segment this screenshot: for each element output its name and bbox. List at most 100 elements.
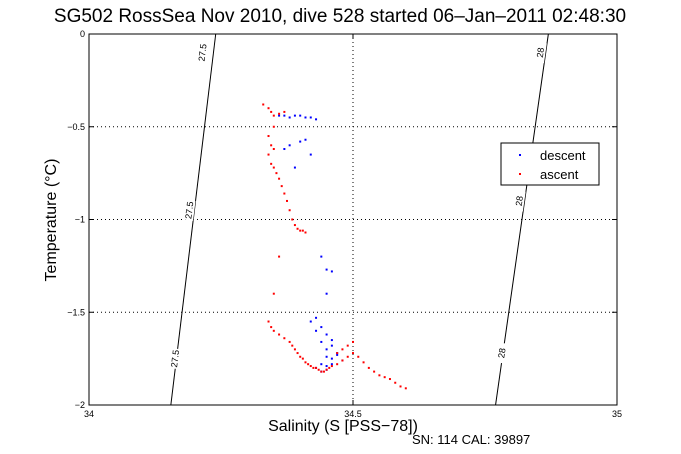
ascent-point bbox=[336, 352, 339, 355]
ascent-point bbox=[278, 333, 281, 336]
ascent-point bbox=[320, 370, 323, 373]
legend-box bbox=[500, 142, 600, 186]
ascent-point bbox=[280, 185, 283, 188]
ascent-point bbox=[272, 148, 275, 151]
descent-point bbox=[309, 153, 312, 156]
isopycnal-line bbox=[495, 33, 549, 406]
ascent-point bbox=[336, 363, 339, 366]
ascent-point bbox=[283, 192, 286, 195]
descent-point bbox=[299, 140, 302, 143]
ascent-point bbox=[262, 103, 265, 106]
density-contours: 27.5 27.5 27.5 28 28 28 bbox=[168, 33, 549, 406]
ascent-point bbox=[296, 352, 299, 355]
ascent-point bbox=[288, 209, 291, 212]
descent-point bbox=[330, 270, 333, 273]
descent-point bbox=[299, 114, 302, 117]
descent-point bbox=[309, 116, 312, 119]
y-tick-label: −2 bbox=[75, 400, 85, 410]
isopycnal-label: 28 bbox=[514, 195, 525, 206]
legend-label-ascent: ascent bbox=[540, 167, 579, 182]
isopycnal-label: 27.5 bbox=[197, 43, 209, 62]
ascent-point bbox=[304, 231, 307, 234]
x-axis-label: Salinity (S [PSS−78]) bbox=[268, 418, 418, 435]
descent-point bbox=[325, 268, 328, 271]
descent-point bbox=[320, 340, 323, 343]
legend: descent ascent bbox=[500, 142, 600, 186]
ascent-point bbox=[272, 166, 275, 169]
ascent-point bbox=[346, 355, 349, 358]
ascent-point bbox=[341, 359, 344, 362]
descent-point bbox=[315, 329, 318, 332]
ascent-point bbox=[325, 368, 328, 371]
ascent-point bbox=[328, 366, 331, 369]
ascent-point bbox=[307, 363, 310, 366]
ascent-point bbox=[394, 381, 397, 384]
descent-point bbox=[288, 144, 291, 147]
descent-point bbox=[304, 138, 307, 141]
ascent-point bbox=[330, 365, 333, 368]
ascent-point bbox=[291, 344, 294, 347]
ascent-point bbox=[267, 153, 270, 156]
isopycnal-label: 28 bbox=[496, 347, 507, 358]
isopycnal-label-bg bbox=[495, 342, 509, 364]
ascent-point bbox=[299, 355, 302, 358]
axis-ticks: 34 34.5 35 0 −0.5 −1 −1.5 −2 bbox=[67, 29, 622, 419]
legend-label-descent: descent bbox=[540, 148, 586, 163]
descent-point bbox=[293, 114, 296, 117]
ascent-point bbox=[322, 370, 325, 373]
footer-serial: SN: 114 CAL: 39897 bbox=[412, 432, 530, 447]
descent-point bbox=[304, 116, 307, 119]
isopycnal-label-bg bbox=[183, 199, 196, 221]
ascent-point bbox=[388, 378, 391, 381]
ascent-point bbox=[288, 340, 291, 343]
ascent-point bbox=[346, 344, 349, 347]
data-points bbox=[262, 103, 407, 390]
ascent-point bbox=[278, 177, 281, 180]
descent-point bbox=[288, 116, 291, 119]
isopycnal-label: 27.5 bbox=[169, 349, 181, 368]
ascent-point bbox=[267, 320, 270, 323]
y-tick-label: −1.5 bbox=[67, 307, 85, 317]
descent-point bbox=[325, 365, 328, 368]
ascent-point bbox=[275, 172, 278, 175]
descent-point bbox=[330, 363, 333, 366]
ascent-point bbox=[301, 229, 304, 232]
descent-point bbox=[325, 355, 328, 358]
ascent-point bbox=[272, 114, 275, 117]
chart-title: SG502 RossSea Nov 2010, dive 528 started… bbox=[54, 6, 626, 27]
y-tick-label: −1 bbox=[75, 215, 85, 225]
descent-point bbox=[325, 333, 328, 336]
isopycnal-line bbox=[170, 33, 217, 406]
legend-marker-descent bbox=[519, 154, 521, 156]
x-tick-label: 35 bbox=[612, 409, 622, 419]
descent-point bbox=[315, 316, 318, 319]
ascent-point bbox=[404, 387, 407, 390]
descent-point bbox=[336, 353, 339, 356]
ascent-point bbox=[399, 385, 402, 388]
x-tick-label: 34.5 bbox=[344, 409, 362, 419]
ascent-point bbox=[270, 162, 273, 165]
isopycnal-label-bg bbox=[196, 42, 209, 64]
descent-point bbox=[330, 339, 333, 342]
ascent-point bbox=[278, 255, 281, 258]
y-tick-label: 0 bbox=[80, 29, 85, 39]
descent-point bbox=[330, 344, 333, 347]
descent-point bbox=[293, 166, 296, 169]
ascent-point bbox=[367, 366, 370, 369]
ascent-point bbox=[309, 365, 312, 368]
ascent-point bbox=[357, 355, 360, 358]
ascent-point bbox=[352, 352, 354, 355]
descent-point bbox=[283, 148, 286, 151]
ascent-point bbox=[293, 348, 296, 351]
ascent-point bbox=[362, 361, 365, 364]
descent-point bbox=[283, 114, 286, 117]
ascent-point bbox=[278, 112, 281, 115]
descent-point bbox=[325, 292, 328, 295]
ascent-point bbox=[312, 366, 315, 369]
descent-point bbox=[320, 255, 323, 258]
descent-point bbox=[315, 118, 318, 121]
isopycnal-label-bg bbox=[168, 348, 182, 370]
ascent-point bbox=[272, 125, 275, 128]
y-axis-label: Temperature (°C) bbox=[43, 159, 60, 282]
